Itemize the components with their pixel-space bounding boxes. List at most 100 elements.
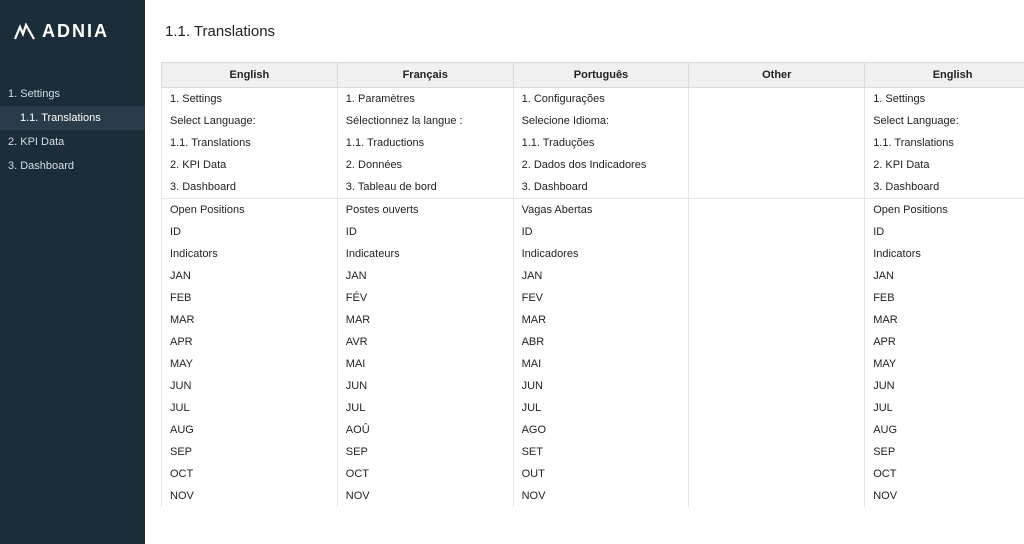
- table-cell[interactable]: AGO: [513, 419, 689, 441]
- table-cell[interactable]: ABR: [513, 331, 689, 353]
- table-cell[interactable]: 1.1. Traductions: [337, 132, 513, 154]
- table-cell[interactable]: [689, 154, 865, 176]
- table-cell[interactable]: JUN: [162, 375, 338, 397]
- table-cell[interactable]: MAI: [513, 353, 689, 375]
- table-cell[interactable]: APR: [162, 331, 338, 353]
- table-cell[interactable]: [689, 132, 865, 154]
- table-cell[interactable]: JUN: [865, 375, 1024, 397]
- table-cell[interactable]: 3. Tableau de bord: [337, 176, 513, 199]
- table-cell[interactable]: SEP: [337, 441, 513, 463]
- table-cell[interactable]: [689, 419, 865, 441]
- table-cell[interactable]: MAY: [865, 353, 1024, 375]
- table-cell[interactable]: [689, 463, 865, 485]
- table-cell[interactable]: SEP: [865, 441, 1024, 463]
- table-cell[interactable]: 2. KPI Data: [865, 154, 1024, 176]
- table-cell[interactable]: 2. KPI Data: [162, 154, 338, 176]
- table-cell[interactable]: FEB: [865, 287, 1024, 309]
- table-cell[interactable]: 1. Paramètres: [337, 88, 513, 111]
- table-cell[interactable]: [689, 88, 865, 111]
- table-cell[interactable]: NOV: [513, 485, 689, 507]
- table-cell[interactable]: 1. Settings: [865, 88, 1024, 111]
- table-cell[interactable]: [689, 199, 865, 222]
- table-cell[interactable]: MAR: [162, 309, 338, 331]
- sidebar-item-0[interactable]: 1. Settings: [0, 82, 145, 106]
- table-cell[interactable]: [689, 265, 865, 287]
- table-cell[interactable]: Select Language:: [865, 110, 1024, 132]
- table-cell[interactable]: AUG: [865, 419, 1024, 441]
- table-cell[interactable]: JAN: [513, 265, 689, 287]
- table-cell[interactable]: JUN: [337, 375, 513, 397]
- table-cell[interactable]: 1.1. Traduções: [513, 132, 689, 154]
- table-cell[interactable]: [689, 353, 865, 375]
- table-cell[interactable]: Postes ouverts: [337, 199, 513, 222]
- table-cell[interactable]: JAN: [865, 265, 1024, 287]
- table-cell[interactable]: JUL: [865, 397, 1024, 419]
- table-cell[interactable]: Indicators: [162, 243, 338, 265]
- table-cell[interactable]: 1. Configurações: [513, 88, 689, 111]
- table-cell[interactable]: [689, 287, 865, 309]
- table-cell[interactable]: FÉV: [337, 287, 513, 309]
- table-cell[interactable]: 3. Dashboard: [162, 176, 338, 199]
- table-cell[interactable]: FEV: [513, 287, 689, 309]
- table-cell[interactable]: 2. Données: [337, 154, 513, 176]
- sidebar-item-2[interactable]: 2. KPI Data: [0, 130, 145, 154]
- table-cell[interactable]: [689, 176, 865, 199]
- table-cell[interactable]: ID: [337, 221, 513, 243]
- table-cell[interactable]: 3. Dashboard: [513, 176, 689, 199]
- table-cell[interactable]: MAR: [865, 309, 1024, 331]
- table-cell[interactable]: Open Positions: [865, 199, 1024, 222]
- sidebar-item-3[interactable]: 3. Dashboard: [0, 154, 145, 178]
- table-cell[interactable]: JUL: [513, 397, 689, 419]
- table-cell[interactable]: SEP: [162, 441, 338, 463]
- table-cell[interactable]: ID: [513, 221, 689, 243]
- table-cell[interactable]: AOÛ: [337, 419, 513, 441]
- table-cell[interactable]: JUL: [162, 397, 338, 419]
- table-cell[interactable]: JAN: [337, 265, 513, 287]
- table-cell[interactable]: Selecione Idioma:: [513, 110, 689, 132]
- table-cell[interactable]: OCT: [337, 463, 513, 485]
- table-cell[interactable]: [689, 110, 865, 132]
- table-cell[interactable]: Indicateurs: [337, 243, 513, 265]
- table-cell[interactable]: ID: [162, 221, 338, 243]
- table-cell[interactable]: JUL: [337, 397, 513, 419]
- table-cell[interactable]: [689, 309, 865, 331]
- table-cell[interactable]: [689, 441, 865, 463]
- table-cell[interactable]: NOV: [162, 485, 338, 507]
- table-cell[interactable]: [689, 375, 865, 397]
- table-cell[interactable]: MAR: [337, 309, 513, 331]
- table-cell[interactable]: OCT: [865, 463, 1024, 485]
- table-cell[interactable]: [689, 397, 865, 419]
- table-cell[interactable]: Sélectionnez la langue :: [337, 110, 513, 132]
- table-cell[interactable]: [689, 221, 865, 243]
- table-cell[interactable]: Select Language:: [162, 110, 338, 132]
- sidebar-item-1[interactable]: 1.1. Translations: [0, 106, 145, 130]
- table-cell[interactable]: Indicadores: [513, 243, 689, 265]
- table-cell[interactable]: OUT: [513, 463, 689, 485]
- table-cell[interactable]: MAY: [162, 353, 338, 375]
- table-cell[interactable]: Vagas Abertas: [513, 199, 689, 222]
- table-cell[interactable]: JAN: [162, 265, 338, 287]
- table-cell[interactable]: SET: [513, 441, 689, 463]
- table-cell[interactable]: 2. Dados dos Indicadores: [513, 154, 689, 176]
- table-cell[interactable]: AVR: [337, 331, 513, 353]
- table-cell[interactable]: MAI: [337, 353, 513, 375]
- table-cell[interactable]: APR: [865, 331, 1024, 353]
- table-cell[interactable]: Indicators: [865, 243, 1024, 265]
- column-header-1: Français: [337, 63, 513, 88]
- table-cell[interactable]: NOV: [865, 485, 1024, 507]
- table-cell[interactable]: 1.1. Translations: [162, 132, 338, 154]
- table-cell[interactable]: NOV: [337, 485, 513, 507]
- table-cell[interactable]: 1.1. Translations: [865, 132, 1024, 154]
- table-cell[interactable]: Open Positions: [162, 199, 338, 222]
- table-cell[interactable]: JUN: [513, 375, 689, 397]
- table-cell[interactable]: MAR: [513, 309, 689, 331]
- table-cell[interactable]: OCT: [162, 463, 338, 485]
- table-cell[interactable]: AUG: [162, 419, 338, 441]
- table-cell[interactable]: 1. Settings: [162, 88, 338, 111]
- table-cell[interactable]: FEB: [162, 287, 338, 309]
- table-cell[interactable]: [689, 485, 865, 507]
- table-cell[interactable]: 3. Dashboard: [865, 176, 1024, 199]
- table-cell[interactable]: [689, 331, 865, 353]
- table-cell[interactable]: [689, 243, 865, 265]
- table-cell[interactable]: ID: [865, 221, 1024, 243]
